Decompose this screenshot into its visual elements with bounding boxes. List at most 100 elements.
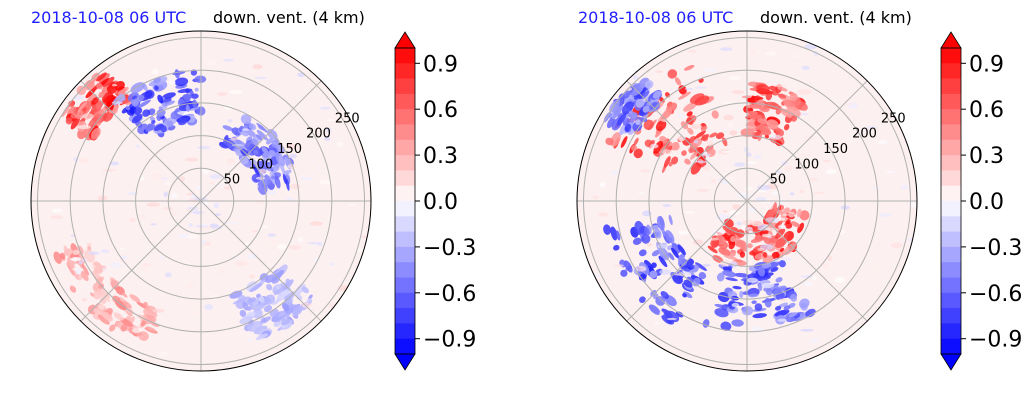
field-blob bbox=[731, 239, 747, 247]
field-blob bbox=[797, 222, 805, 234]
field-blob bbox=[162, 100, 176, 106]
field-blob bbox=[253, 302, 266, 312]
field-noise bbox=[195, 185, 204, 189]
field-noise bbox=[765, 51, 777, 56]
field-noise bbox=[744, 187, 754, 191]
colorbar-segment bbox=[941, 308, 961, 324]
field-blob bbox=[728, 240, 736, 250]
field-blob bbox=[668, 214, 673, 226]
colorbar-segment bbox=[941, 292, 961, 309]
field-noise bbox=[73, 95, 85, 100]
field-blob bbox=[757, 282, 763, 292]
field-noise bbox=[75, 268, 82, 275]
field-blob bbox=[281, 317, 290, 326]
field-noise bbox=[227, 222, 238, 225]
field-blob bbox=[84, 100, 92, 109]
field-blob bbox=[166, 120, 174, 128]
field-noise bbox=[264, 94, 277, 100]
field-blob bbox=[178, 120, 187, 126]
colorbar-tick-label: 0.3 bbox=[423, 144, 458, 169]
field-noise bbox=[158, 351, 170, 357]
field-noise bbox=[722, 150, 732, 154]
field-noise bbox=[190, 194, 196, 200]
colorbar-tick-label: 0.6 bbox=[969, 98, 1004, 123]
field-noise bbox=[599, 181, 606, 188]
field-blob bbox=[263, 305, 273, 313]
field-blob bbox=[683, 279, 693, 288]
field-blob bbox=[783, 305, 791, 311]
field-blob bbox=[285, 278, 290, 283]
radial-tick-label: 250 bbox=[881, 111, 906, 126]
field-blob bbox=[63, 248, 74, 256]
field-noise bbox=[171, 192, 178, 199]
field-blob bbox=[778, 302, 789, 308]
field-blob bbox=[117, 86, 129, 96]
field-blob bbox=[131, 95, 138, 100]
field-blob bbox=[649, 270, 658, 279]
field-noise bbox=[188, 223, 193, 228]
field-noise bbox=[797, 89, 812, 95]
field-noise bbox=[730, 261, 738, 268]
field-noise bbox=[784, 165, 793, 171]
colorbar-segment bbox=[395, 292, 415, 309]
field-blob bbox=[91, 96, 100, 105]
field-noise bbox=[229, 90, 244, 94]
field-noise bbox=[755, 197, 767, 202]
field-noise bbox=[743, 146, 750, 153]
field-noise bbox=[874, 263, 882, 270]
field-noise bbox=[647, 242, 652, 247]
field-noise bbox=[163, 191, 168, 197]
field-noise bbox=[790, 54, 801, 59]
field-blob bbox=[739, 251, 746, 258]
colorbar-segment bbox=[941, 63, 961, 80]
field-noise bbox=[884, 170, 896, 174]
field-noise bbox=[812, 275, 817, 281]
field-noise bbox=[161, 177, 169, 180]
colorbar-tick-label: −0.3 bbox=[969, 236, 1022, 261]
field-blob bbox=[667, 245, 673, 251]
field-noise bbox=[328, 262, 335, 266]
field-noise bbox=[778, 298, 787, 301]
field-blob bbox=[90, 123, 98, 134]
field-blob bbox=[281, 302, 290, 312]
colorbar-tick-label: 0.9 bbox=[969, 52, 1004, 77]
radial-tick-label: 150 bbox=[277, 142, 302, 157]
field-blob bbox=[740, 128, 755, 138]
field-blob bbox=[53, 251, 62, 264]
field-blob bbox=[131, 114, 143, 124]
colorbar-segment bbox=[395, 262, 415, 278]
field-blob bbox=[248, 123, 257, 131]
field-blob bbox=[77, 100, 88, 113]
field-blob bbox=[723, 254, 738, 260]
field-blob bbox=[714, 308, 729, 318]
field-noise bbox=[132, 327, 142, 333]
field-blob bbox=[92, 261, 104, 274]
field-blob bbox=[616, 112, 627, 126]
field-noise bbox=[247, 253, 257, 259]
field-noise bbox=[589, 273, 602, 277]
field-blob bbox=[790, 221, 801, 228]
field-noise bbox=[733, 214, 743, 221]
field-noise bbox=[834, 277, 846, 283]
field-noise bbox=[110, 262, 122, 268]
field-noise bbox=[761, 233, 772, 238]
field-noise bbox=[254, 76, 267, 80]
field-blob bbox=[253, 325, 268, 335]
field-blob bbox=[671, 156, 679, 165]
field-blob bbox=[672, 273, 683, 285]
field-blob bbox=[249, 283, 263, 293]
field-blob bbox=[752, 313, 767, 319]
field-noise bbox=[702, 263, 711, 267]
field-blob bbox=[96, 82, 103, 90]
field-noise bbox=[728, 75, 741, 81]
field-blob bbox=[677, 244, 686, 256]
field-noise bbox=[209, 223, 219, 229]
field-noise bbox=[613, 264, 624, 268]
field-blob bbox=[80, 270, 89, 282]
field-blob bbox=[145, 123, 156, 132]
field-noise bbox=[235, 260, 248, 267]
angular-gridline bbox=[746, 200, 868, 322]
field-blob bbox=[70, 115, 81, 130]
field-blob bbox=[65, 117, 73, 125]
field-noise bbox=[840, 102, 853, 106]
